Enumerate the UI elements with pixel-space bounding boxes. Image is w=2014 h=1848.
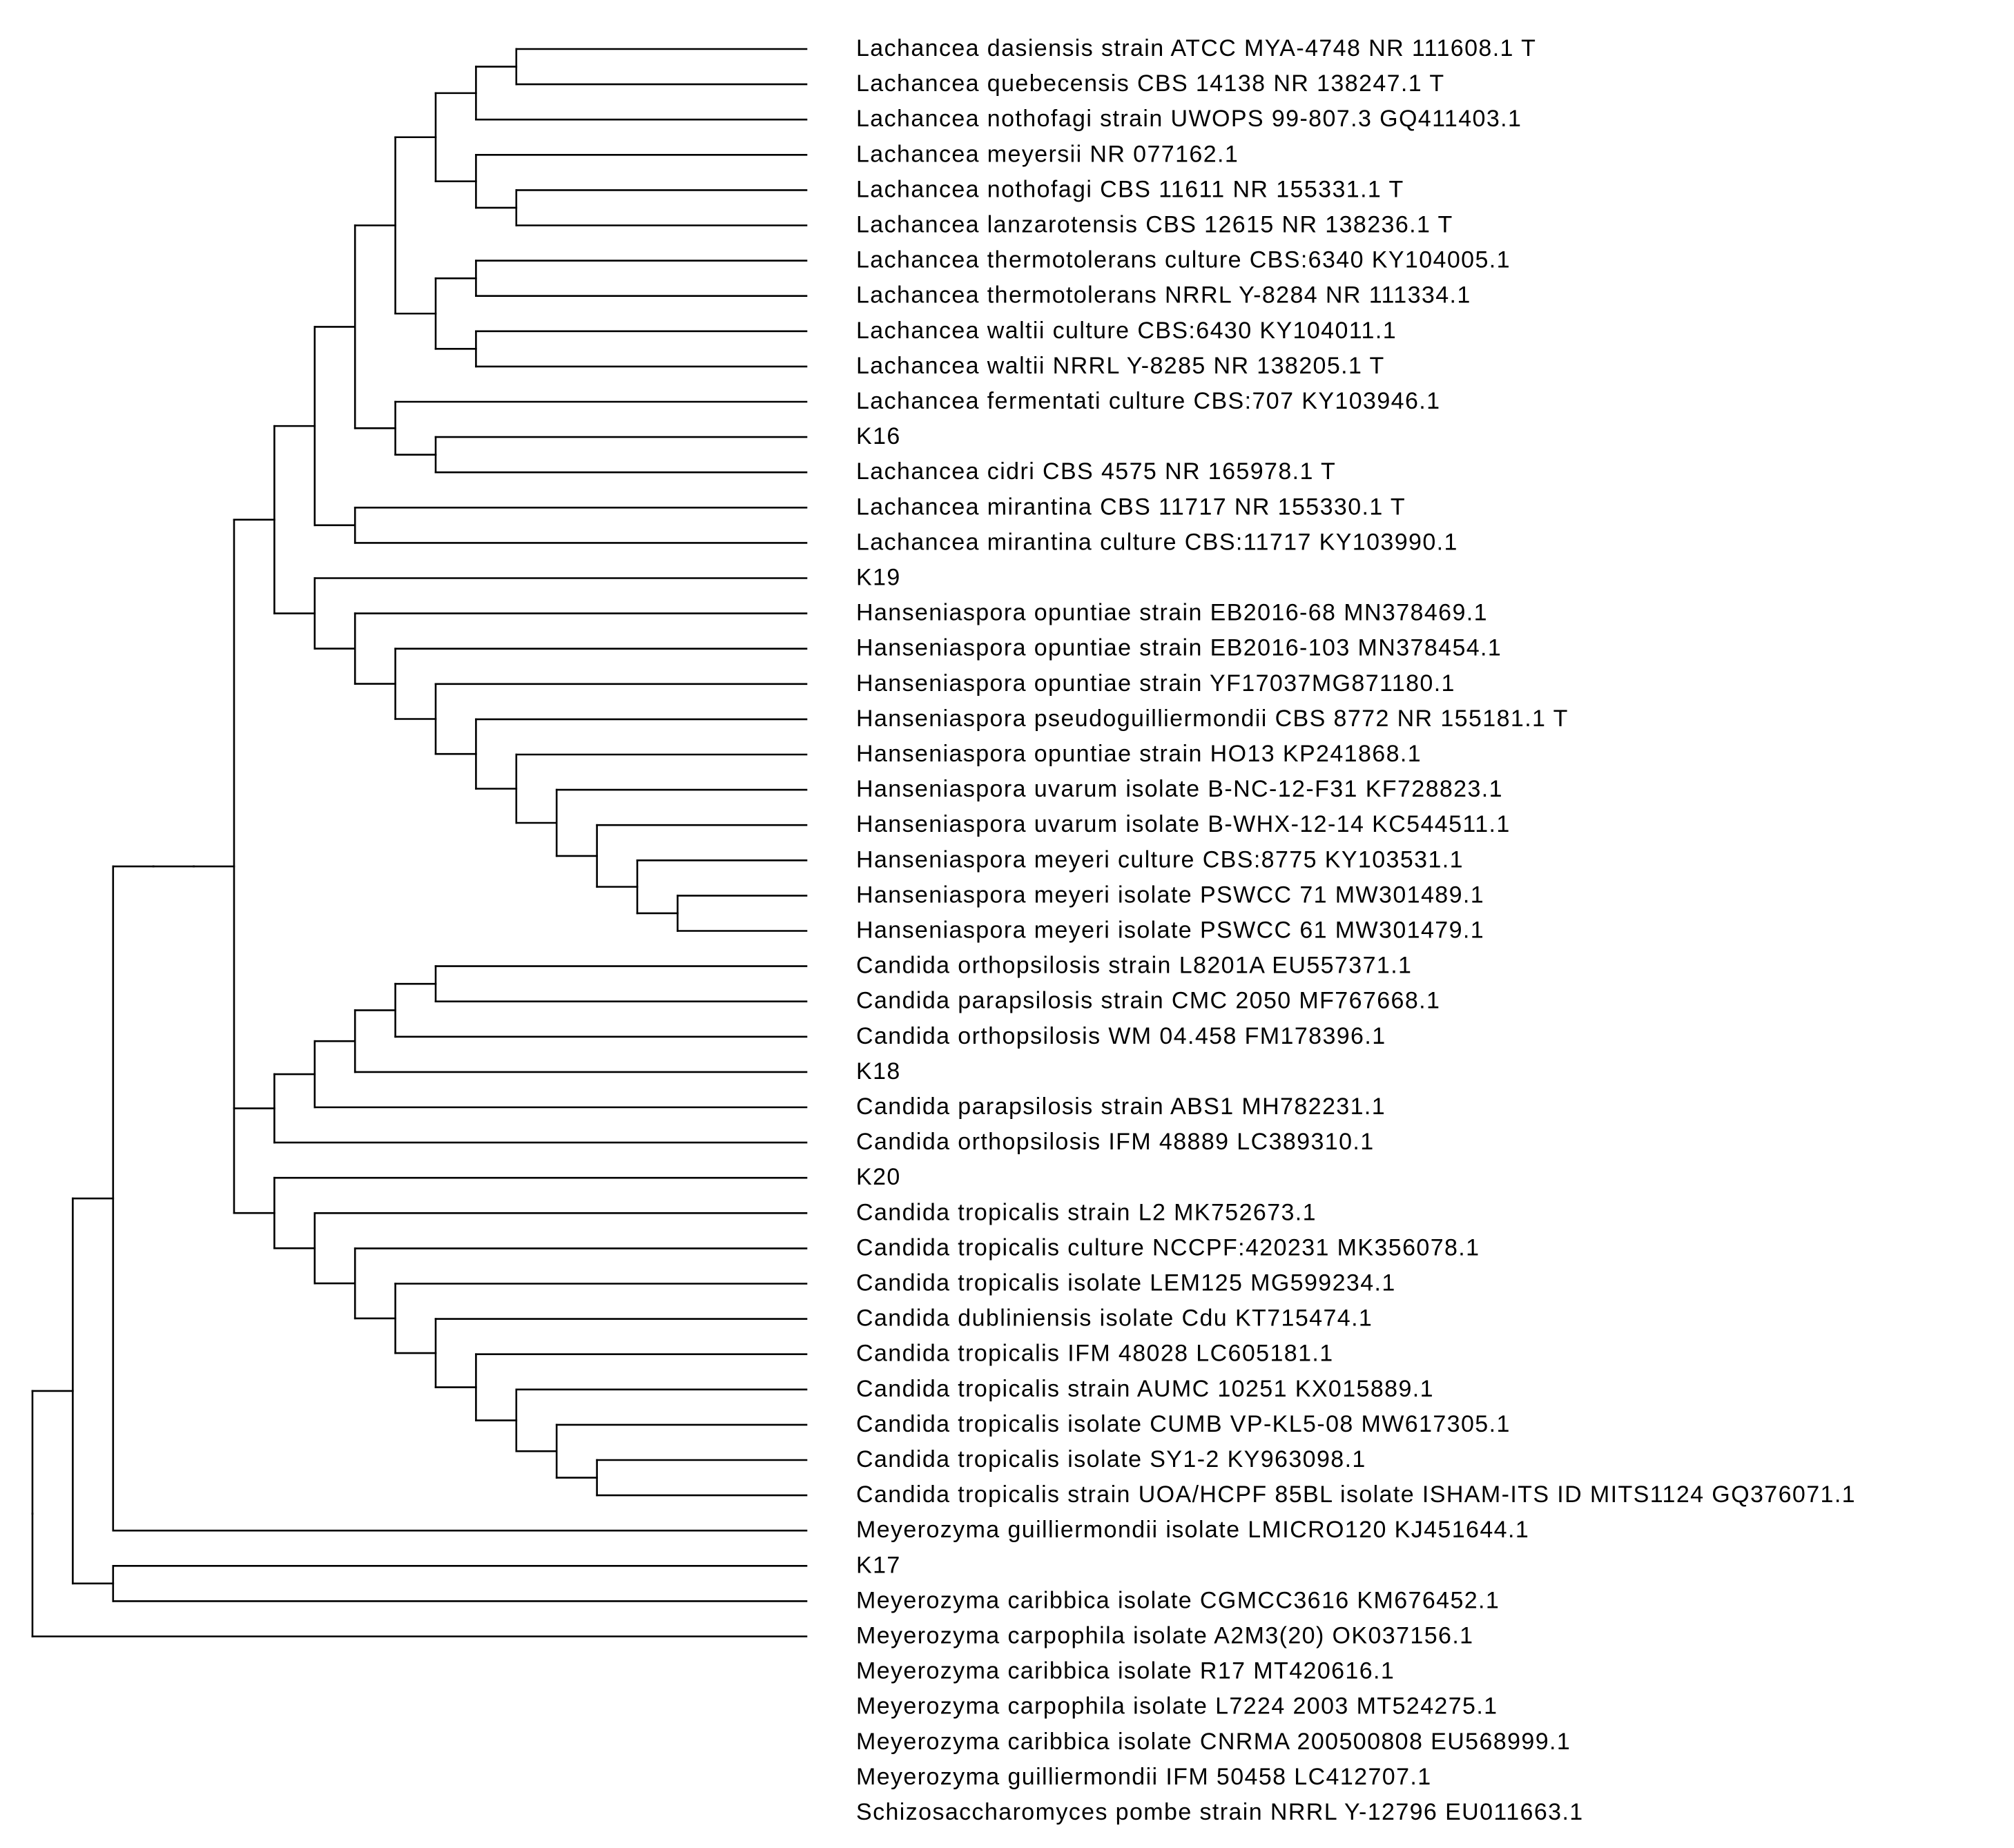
leaf-label: Hanseniaspora uvarum isolate B-WHX-12-14…	[856, 811, 1511, 837]
leaf-label: Candida dubliniensis isolate Cdu KT71547…	[856, 1305, 1373, 1332]
leaf-label: Meyerozyma caribbica isolate R17 MT42061…	[856, 1658, 1395, 1684]
leaf-label: Hanseniaspora opuntiae strain YF17037MG8…	[856, 670, 1455, 697]
leaf-label: Hanseniaspora pseudoguilliermondii CBS 8…	[856, 706, 1569, 732]
leaf-label: Candida tropicalis culture NCCPF:420231 …	[856, 1234, 1480, 1261]
leaf-label: Meyerozyma carpophila isolate L7224 2003…	[856, 1693, 1498, 1720]
leaf-label: Meyerozyma guilliermondii IFM 50458 LC41…	[856, 1764, 1432, 1790]
leaf-label: Candida tropicalis IFM 48028 LC605181.1	[856, 1341, 1334, 1367]
leaf-label: Hanseniaspora uvarum isolate B-NC-12-F31…	[856, 776, 1503, 802]
leaf-label: Lachancea nothofagi strain UWOPS 99-807.…	[856, 106, 1522, 132]
leaf-label: Candida tropicalis isolate SY1-2 KY96309…	[856, 1446, 1366, 1472]
leaf-label: Meyerozyma carpophila isolate A2M3(20) O…	[856, 1622, 1474, 1648]
leaf-label: Lachancea mirantina culture CBS:11717 KY…	[856, 529, 1458, 555]
leaf-label: Lachancea waltii NRRL Y-8285 NR 138205.1…	[856, 353, 1385, 379]
leaf-label: Hanseniaspora meyeri isolate PSWCC 61 MW…	[856, 917, 1484, 943]
leaf-label: Lachancea cidri CBS 4575 NR 165978.1 T	[856, 458, 1336, 485]
leaf-label: Candida parapsilosis strain CMC 2050 MF7…	[856, 988, 1440, 1014]
leaf-label: Schizosaccharomyces pombe strain NRRL Y-…	[856, 1799, 1584, 1825]
leaf-label: K20	[856, 1164, 901, 1190]
leaf-label: Candida tropicalis strain L2 MK752673.1	[856, 1199, 1317, 1225]
leaf-label: Lachancea quebecensis CBS 14138 NR 13824…	[856, 70, 1445, 97]
leaf-label: Lachancea nothofagi CBS 11611 NR 155331.…	[856, 176, 1404, 202]
leaf-label: K18	[856, 1058, 901, 1085]
leaf-label: K17	[856, 1552, 901, 1578]
leaf-label: Candida orthopsilosis WM 04.458 FM178396…	[856, 1023, 1386, 1049]
leaf-label: Hanseniaspora opuntiae strain EB2016-103…	[856, 635, 1502, 661]
leaf-label: Hanseniaspora opuntiae strain HO13 KP241…	[856, 741, 1422, 767]
leaf-label: K19	[856, 564, 901, 590]
leaf-label: Lachancea meyersii NR 077162.1	[856, 141, 1239, 167]
leaf-label: Meyerozyma guilliermondii isolate LMICRO…	[856, 1517, 1529, 1543]
leaf-label: Lachancea dasiensis strain ATCC MYA-4748…	[856, 35, 1536, 61]
tree-branches	[31, 48, 808, 1637]
leaf-label: Candida parapsilosis strain ABS1 MH78223…	[856, 1093, 1386, 1120]
leaf-label: Lachancea fermentati culture CBS:707 KY1…	[856, 388, 1440, 414]
leaf-label: Candida tropicalis strain UOA/HCPF 85BL …	[856, 1481, 1856, 1508]
leaf-label: Hanseniaspora meyeri culture CBS:8775 KY…	[856, 846, 1464, 873]
leaf-label: Meyerozyma caribbica isolate CGMCC3616 K…	[856, 1587, 1500, 1613]
leaf-label: Lachancea thermotolerans NRRL Y-8284 NR …	[856, 282, 1471, 309]
leaf-label: Hanseniaspora opuntiae strain EB2016-68 …	[856, 600, 1488, 626]
leaf-label: Hanseniaspora meyeri isolate PSWCC 71 MW…	[856, 882, 1484, 908]
leaf-label: Meyerozyma caribbica isolate CNRMA 20050…	[856, 1729, 1571, 1755]
leaf-label: K16	[856, 423, 901, 449]
leaf-label: Lachancea waltii culture CBS:6430 KY1040…	[856, 318, 1397, 344]
leaf-label: Lachancea lanzarotensis CBS 12615 NR 138…	[856, 211, 1453, 237]
leaf-label: Candida tropicalis isolate LEM125 MG5992…	[856, 1270, 1396, 1296]
leaf-label: Candida tropicalis strain AUMC 10251 KX0…	[856, 1376, 1434, 1402]
leaf-label: Candida orthopsilosis IFM 48889 LC389310…	[856, 1129, 1375, 1155]
leaf-label: Candida tropicalis isolate CUMB VP-KL5-0…	[856, 1411, 1511, 1437]
leaf-labels: Lachancea dasiensis strain ATCC MYA-4748…	[856, 35, 1856, 1825]
leaf-label: Lachancea thermotolerans culture CBS:634…	[856, 247, 1511, 273]
leaf-label: Candida orthopsilosis strain L8201A EU55…	[856, 953, 1412, 979]
leaf-label: Lachancea mirantina CBS 11717 NR 155330.…	[856, 494, 1406, 520]
